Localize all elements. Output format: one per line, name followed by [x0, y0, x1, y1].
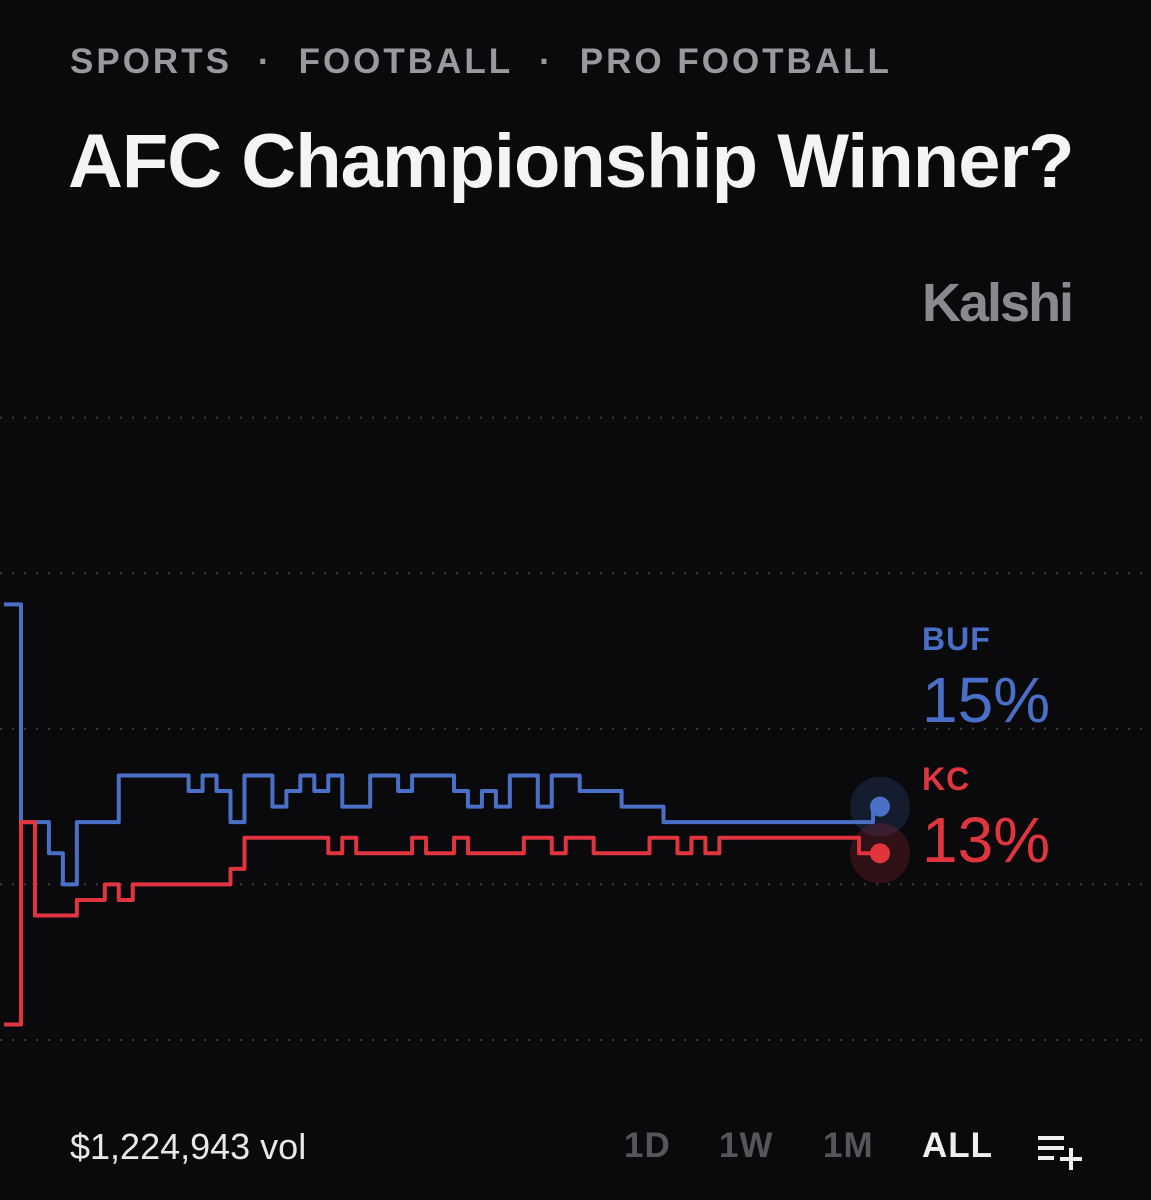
chart-series [4, 602, 910, 1027]
series-percent-buf: 15% [922, 664, 1050, 736]
series-name-buf: BUF [922, 621, 991, 657]
range-tab-1d[interactable]: 1D [624, 1126, 671, 1165]
breadcrumb-football[interactable]: FOOTBALL [298, 42, 514, 81]
list-add-icon[interactable] [1036, 1132, 1086, 1172]
series-end-point-buf [870, 796, 890, 817]
series-percent-kc: 13% [922, 804, 1050, 876]
breadcrumb-separator: · [257, 42, 273, 81]
breadcrumb-separator: · [539, 42, 554, 81]
series-line-kc [4, 820, 880, 1027]
brand-logo: Kalshi [922, 273, 1074, 333]
series-line-buf [4, 602, 880, 887]
breadcrumb-pro-football[interactable]: PRO FOOTBALL [579, 42, 892, 81]
series-name-kc: KC [922, 761, 970, 797]
volume-label: $1,224,943 vol [70, 1126, 307, 1167]
range-tab-1m[interactable]: 1M [823, 1126, 874, 1165]
chart-legend: BUF 15% KC 13% [922, 621, 1050, 876]
range-tabs: 1D 1W 1M ALL [0, 1126, 1151, 1170]
series-end-point-kc [870, 843, 890, 864]
range-tab-1w[interactable]: 1W [719, 1126, 774, 1165]
range-tab-all[interactable]: ALL [922, 1126, 994, 1165]
page-title: AFC Championship Winner? [68, 119, 1074, 204]
breadcrumb-sports[interactable]: SPORTS [70, 42, 232, 81]
breadcrumb: SPORTS · FOOTBALL · PRO FOOTBALL [70, 42, 892, 82]
